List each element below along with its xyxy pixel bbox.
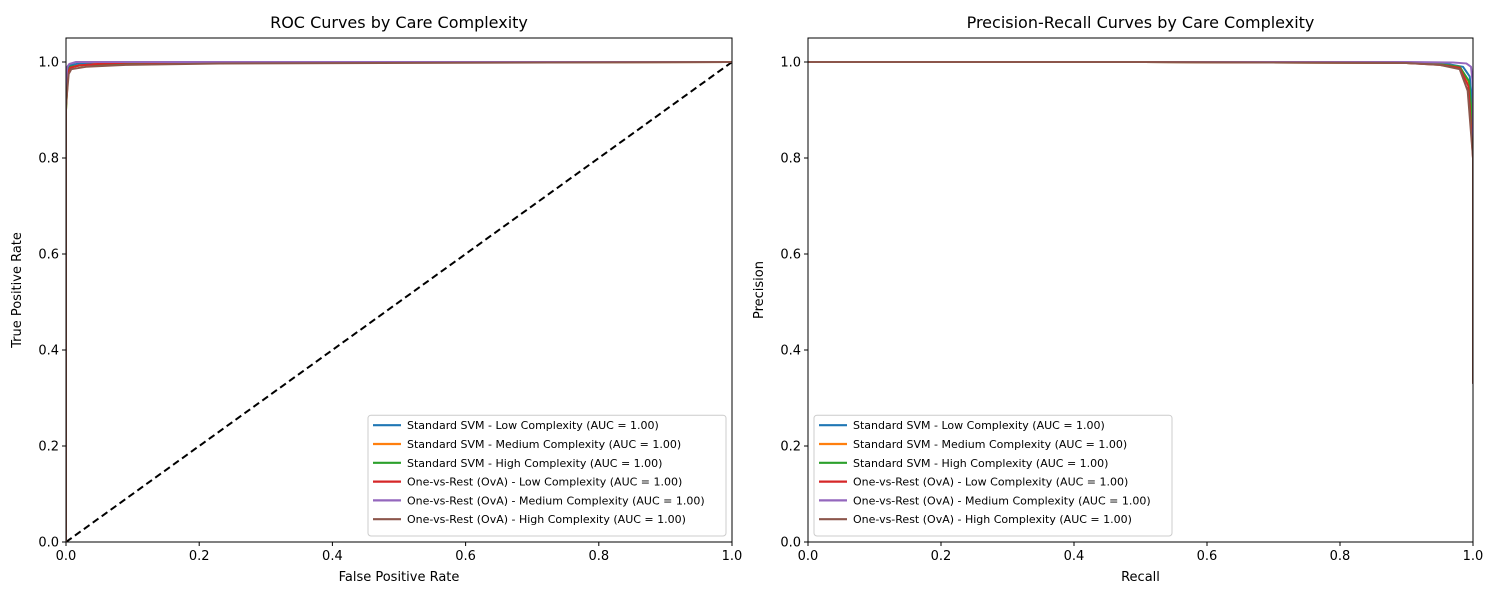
chart-title: ROC Curves by Care Complexity — [270, 13, 528, 32]
chance-diagonal-line — [66, 61, 732, 542]
legend-entry-1: Standard SVM - Medium Complexity (AUC = … — [407, 438, 681, 451]
legend-entry-2: Standard SVM - High Complexity (AUC = 1.… — [407, 457, 662, 470]
legend-entry-3: One-vs-Rest (OvA) - Low Complexity (AUC … — [853, 476, 1128, 489]
pr-series-line-2 — [808, 61, 1473, 384]
x-tick-label: 0.4 — [1064, 549, 1085, 564]
y-tick-label: 0.0 — [780, 536, 801, 551]
x-tick-label: 1.0 — [1463, 549, 1484, 564]
x-tick-label: 0.4 — [322, 549, 343, 564]
y-tick-label: 0.0 — [38, 536, 59, 551]
y-tick-label: 1.0 — [38, 56, 59, 71]
legend-entry-4: One-vs-Rest (OvA) - Medium Complexity (A… — [407, 494, 705, 507]
legend-entry-4: One-vs-Rest (OvA) - Medium Complexity (A… — [853, 494, 1151, 507]
legend-entry-0: Standard SVM - Low Complexity (AUC = 1.0… — [853, 419, 1105, 432]
y-tick-label: 0.8 — [780, 152, 801, 167]
x-axis-label: Recall — [1121, 570, 1160, 585]
legend-entry-5: One-vs-Rest (OvA) - High Complexity (AUC… — [407, 513, 686, 526]
legend-entry-1: Standard SVM - Medium Complexity (AUC = … — [853, 438, 1127, 451]
x-tick-label: 0.0 — [798, 549, 819, 564]
x-tick-label: 0.8 — [1330, 549, 1351, 564]
x-tick-label: 0.0 — [56, 549, 77, 564]
legend-box — [813, 414, 1173, 537]
legend-entry-5: One-vs-Rest (OvA) - High Complexity (AUC… — [853, 513, 1132, 526]
y-tick-label: 0.6 — [38, 248, 59, 263]
x-tick-label: 0.8 — [588, 549, 609, 564]
y-tick-label: 0.4 — [38, 344, 59, 359]
chart-title: Precision-Recall Curves by Care Complexi… — [967, 13, 1315, 32]
precision-recall-chart-panel: Precision-Recall Curves by Care Complexi… — [752, 13, 1483, 585]
legend-entry-2: Standard SVM - High Complexity (AUC = 1.… — [853, 457, 1108, 470]
plot-frame — [65, 37, 733, 543]
y-axis-label: Precision — [752, 261, 767, 319]
pr-series-line-5 — [808, 61, 1473, 384]
x-tick-label: 1.0 — [722, 549, 743, 564]
y-tick-label: 0.8 — [38, 152, 59, 167]
plot-frame — [807, 37, 1474, 543]
legend: Standard SVM - Low Complexity (AUC = 1.0… — [367, 414, 727, 537]
legend-box — [367, 414, 727, 537]
y-tick-label: 0.2 — [38, 440, 59, 455]
x-tick-label: 0.2 — [189, 549, 210, 564]
pr-series-line-4 — [808, 61, 1473, 384]
x-axis-label: False Positive Rate — [339, 570, 460, 585]
roc-chart-panel: ROC Curves by Care Complexity 0.0 0.2 0.4 0.… — [10, 13, 742, 585]
x-tick-label: 0.6 — [1197, 549, 1218, 564]
x-tick-label: 0.2 — [931, 549, 952, 564]
legend-entry-0: Standard SVM - Low Complexity (AUC = 1.0… — [407, 419, 659, 432]
y-axis-label: True Positive Rate — [10, 232, 25, 349]
legend: Standard SVM - Low Complexity (AUC = 1.0… — [813, 414, 1173, 537]
pr-series-line-0 — [808, 61, 1473, 384]
y-tick-label: 0.4 — [780, 344, 801, 359]
pr-series-line-3 — [808, 61, 1473, 384]
y-tick-label: 0.6 — [780, 248, 801, 263]
y-tick-label: 1.0 — [780, 56, 801, 71]
legend-entry-3: One-vs-Rest (OvA) - Low Complexity (AUC … — [407, 476, 682, 489]
y-tick-label: 0.2 — [780, 440, 801, 455]
x-tick-label: 0.6 — [455, 549, 476, 564]
pr-series-line-1 — [808, 61, 1473, 379]
